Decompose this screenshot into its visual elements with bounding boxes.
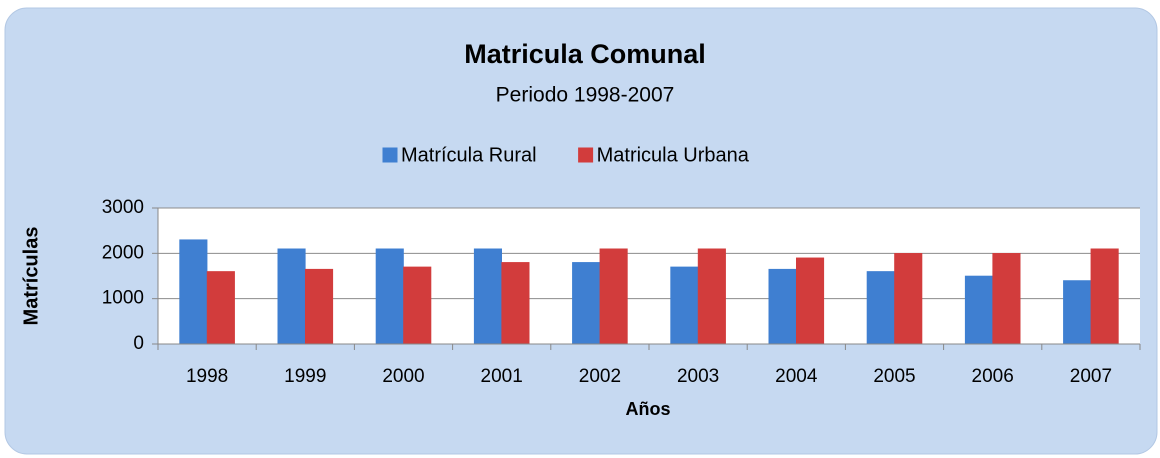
y-tick-label: 2000 xyxy=(102,242,144,263)
legend-label: Matricula Urbana xyxy=(597,144,750,166)
bar xyxy=(599,248,628,345)
x-tick-label: 2007 xyxy=(1070,366,1112,387)
y-tick-label: 3000 xyxy=(102,197,144,218)
bar xyxy=(697,248,726,345)
bar xyxy=(179,239,208,345)
y-tick-label: 1000 xyxy=(102,288,144,309)
bar xyxy=(501,262,530,345)
x-tick-label: 2002 xyxy=(579,366,621,387)
bar xyxy=(572,262,601,345)
x-tick-label: 2001 xyxy=(481,366,523,387)
y-tick-label: 0 xyxy=(133,333,144,354)
bar xyxy=(894,253,923,345)
bar xyxy=(375,248,404,345)
x-tick-label: 1998 xyxy=(186,366,228,387)
legend-swatch xyxy=(382,147,398,163)
x-tick-label: 2005 xyxy=(873,366,915,387)
chart-title: Matricula Comunal xyxy=(464,39,706,69)
legend-swatch xyxy=(578,147,594,163)
bar xyxy=(403,266,432,345)
bar xyxy=(1090,248,1119,345)
bar xyxy=(795,257,825,345)
bar xyxy=(206,271,235,345)
bar xyxy=(866,271,895,345)
chart-subtitle: Periodo 1998-2007 xyxy=(496,84,675,107)
x-tick-label: 2004 xyxy=(775,366,818,387)
bar xyxy=(768,268,797,345)
x-tick-label: 2003 xyxy=(677,366,719,387)
bar xyxy=(304,268,334,345)
bar xyxy=(473,248,503,345)
y-axis-label: Matrículas xyxy=(20,227,42,326)
bar xyxy=(1063,280,1092,345)
bar xyxy=(277,248,306,345)
x-tick-label: 1999 xyxy=(284,366,326,387)
bar xyxy=(992,253,1021,345)
x-axis-label: Años xyxy=(626,399,671,419)
legend-label: Matrícula Rural xyxy=(401,144,537,166)
bar xyxy=(670,266,699,345)
bar xyxy=(964,275,993,345)
x-tick-label: 2000 xyxy=(382,366,424,387)
x-tick-label: 2006 xyxy=(972,366,1014,387)
